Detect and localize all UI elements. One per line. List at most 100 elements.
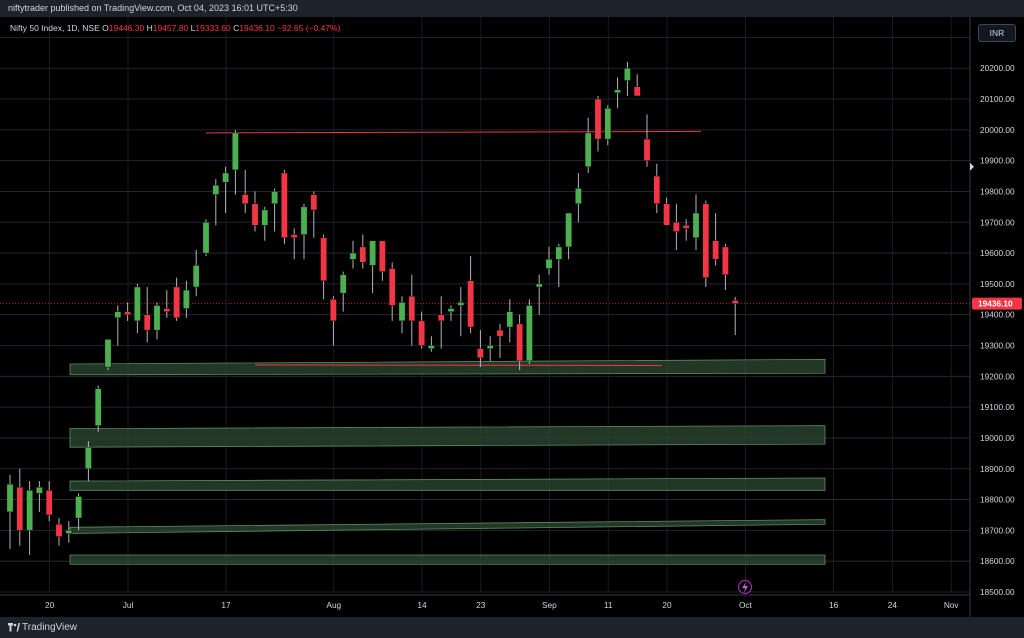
price-tick-label: 19000.00: [980, 433, 1015, 443]
candle-body: [712, 240, 719, 260]
tradingview-logo-icon: [8, 623, 20, 632]
time-tick-label: 11: [604, 600, 613, 610]
open-key: O: [102, 23, 109, 33]
time-tick-label: Aug: [326, 600, 341, 610]
time-tick-label: 23: [476, 600, 486, 610]
chart-area[interactable]: 20300.0020200.0020100.0020000.0019900.00…: [0, 17, 1024, 617]
candle-body: [104, 339, 112, 368]
candle-body: [486, 345, 494, 349]
candle-body: [535, 283, 543, 288]
last-price-tag: [972, 297, 1022, 310]
candle-body: [124, 311, 131, 315]
time-tick-label: Nov: [944, 600, 960, 610]
candle-body: [526, 305, 533, 362]
candle-body: [731, 300, 739, 304]
time-tick-label: 14: [417, 600, 427, 610]
price-tick-label: 19500.00: [980, 279, 1015, 289]
candle-body: [330, 299, 337, 322]
candle-body: [379, 240, 386, 272]
candle-body: [36, 487, 43, 494]
time-tick-label: 24: [888, 600, 898, 610]
candle-body: [673, 222, 680, 232]
candle-body: [222, 172, 229, 183]
candle-body: [349, 252, 357, 260]
candle-body: [173, 286, 180, 318]
close-key: C: [233, 23, 240, 33]
candle-body: [545, 259, 553, 269]
candle-body: [614, 89, 621, 94]
candle-body: [682, 225, 690, 229]
price-tick-label: 18700.00: [980, 525, 1015, 535]
support-zone: [69, 425, 826, 448]
axis-marker-icon: [970, 162, 974, 171]
publish-info: niftytrader published on TradingView.com…: [8, 3, 298, 13]
close-value: 19436.10: [239, 23, 275, 33]
candle-body: [85, 446, 92, 469]
support-zone: [69, 477, 826, 491]
support-zone: [69, 519, 826, 534]
candle-body: [271, 191, 278, 204]
price-tick-label: 19300.00: [980, 341, 1015, 351]
price-tick-label: 18900.00: [980, 464, 1015, 474]
candle-body: [496, 329, 504, 337]
resistance-line: [205, 130, 702, 134]
time-tick-label: 20: [45, 600, 55, 610]
candle-body: [320, 237, 327, 282]
candle-body: [232, 132, 239, 171]
candle-body: [114, 311, 122, 318]
candle-body: [506, 311, 514, 328]
time-tick-label: Jul: [123, 600, 134, 610]
price-tick-label: 20200.00: [980, 63, 1015, 73]
chart-svg[interactable]: 20300.0020200.0020100.0020000.0019900.00…: [0, 17, 1024, 617]
candle-body: [467, 280, 474, 328]
candle-body: [65, 530, 73, 534]
candle-body: [290, 234, 298, 238]
candle-body: [575, 188, 582, 204]
candle-body: [359, 246, 367, 263]
high-value: 19457.80: [152, 23, 189, 33]
candle-body: [241, 194, 249, 204]
price-tick-label: 18800.00: [980, 495, 1015, 505]
high-key: H: [146, 23, 153, 33]
candle-body: [408, 296, 416, 322]
candle-body: [310, 194, 318, 211]
price-tick-label: 19400.00: [980, 310, 1015, 320]
candle-body: [369, 240, 376, 266]
candle-body: [94, 388, 102, 426]
candle-body: [388, 268, 396, 306]
candle-body: [143, 314, 151, 331]
candle-body: [212, 185, 220, 195]
open-value: 19446.30: [108, 23, 145, 33]
candle-body: [437, 314, 445, 322]
footer-bar: TradingView: [0, 617, 1024, 638]
candle-body: [55, 524, 63, 537]
price-tick-label: 19200.00: [980, 371, 1015, 381]
price-tick-label: 19100.00: [980, 402, 1015, 412]
candle-body: [418, 320, 425, 346]
support-zone: [69, 358, 826, 376]
candle-body: [398, 302, 406, 322]
low-key: L: [190, 23, 196, 33]
candle-body: [457, 302, 465, 306]
symbol-label: Nifty 50 Index, 1D, NSE: [10, 23, 100, 33]
candle-body: [134, 286, 141, 322]
candle-body: [339, 274, 347, 294]
candle-body: [183, 289, 190, 309]
candle-body: [428, 345, 435, 349]
candle-body: [624, 68, 631, 81]
candle-body: [281, 172, 288, 238]
candle-body: [6, 483, 14, 513]
candle-body: [16, 487, 24, 531]
candle-body: [584, 132, 592, 168]
candle-body: [633, 86, 641, 97]
change-value: −92.65 (−0.47%): [277, 23, 341, 33]
candle-body: [251, 203, 259, 226]
lightning-icon: [742, 582, 748, 593]
candle-body: [702, 203, 710, 278]
currency-button[interactable]: INR: [978, 24, 1016, 42]
time-tick-label: Oct: [739, 600, 753, 610]
candle-body: [604, 108, 612, 140]
candle-body: [261, 209, 269, 226]
publish-bar: niftytrader published on TradingView.com…: [0, 0, 1024, 17]
